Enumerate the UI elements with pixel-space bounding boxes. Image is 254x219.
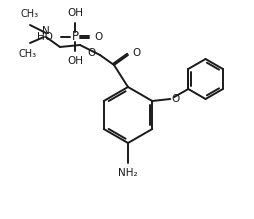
Text: HO: HO — [37, 32, 53, 42]
Text: O: O — [171, 94, 180, 104]
Text: O: O — [94, 32, 102, 42]
Text: OH: OH — [67, 56, 83, 66]
Text: O: O — [88, 48, 96, 58]
Text: N: N — [42, 26, 50, 36]
Text: O: O — [132, 48, 140, 58]
Text: NH₂: NH₂ — [118, 168, 138, 178]
Text: CH₃: CH₃ — [19, 49, 37, 59]
Text: OH: OH — [67, 8, 83, 18]
Text: P: P — [71, 30, 78, 44]
Text: CH₃: CH₃ — [21, 9, 39, 19]
